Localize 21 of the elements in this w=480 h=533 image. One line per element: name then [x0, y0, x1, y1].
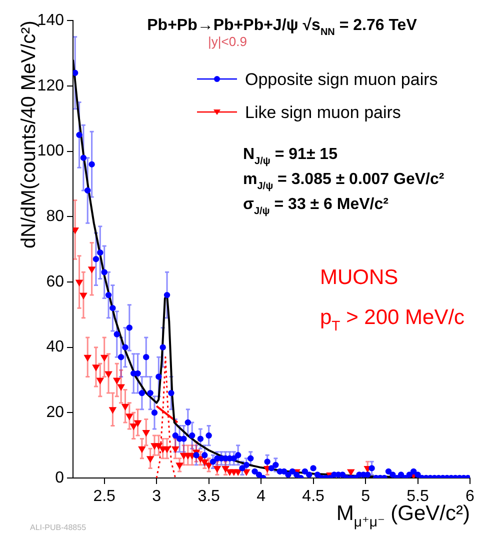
legend-label: Like sign muon pairs: [245, 103, 401, 122]
text: ALI-PUB-48855: [30, 523, 87, 532]
y-tick-label: 80: [46, 208, 64, 226]
x-tick-label: 3.5: [198, 488, 220, 506]
x-tick-label: 4.5: [302, 488, 325, 506]
legend-label: Opposite sign muon pairs: [245, 70, 438, 89]
annotation: MUONS: [320, 266, 398, 289]
x-tick-label: 3: [152, 488, 162, 506]
y-tick-label: 100: [37, 142, 64, 160]
x-tick-label: 5: [361, 488, 370, 506]
y-tick-label: 40: [46, 338, 64, 356]
x-tick-label: 6: [466, 488, 475, 506]
x-tick-label: 2.5: [93, 488, 116, 506]
annotation: |y|<0.9: [208, 34, 247, 49]
y-tick-label: 60: [46, 273, 64, 290]
x-tick-label: 5.5: [406, 488, 429, 506]
y-tick-label: 0: [55, 469, 64, 486]
y-tick-label: 120: [37, 77, 64, 94]
y-tick-label: 20: [46, 404, 64, 422]
y-axis-title: dN/dM(counts/40 MeV/c²): [18, 20, 40, 248]
x-tick-label: 4: [256, 488, 266, 506]
